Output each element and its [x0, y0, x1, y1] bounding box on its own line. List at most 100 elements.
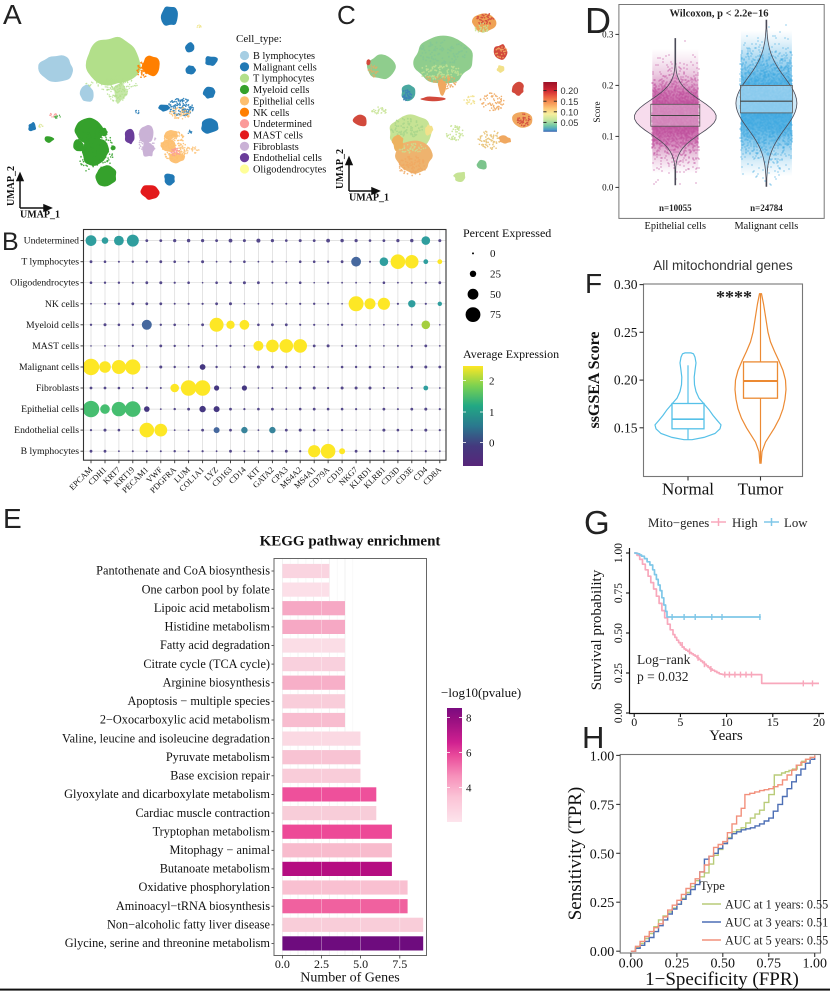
svg-text:Epithelial cells: Epithelial cells — [253, 96, 314, 107]
svg-text:0: 0 — [490, 248, 496, 260]
svg-text:2.5: 2.5 — [314, 957, 329, 971]
svg-text:T lymphocytes: T lymphocytes — [253, 74, 314, 85]
svg-text:G: G — [584, 504, 610, 541]
svg-text:0.25: 0.25 — [614, 325, 638, 340]
svg-text:0.00: 0.00 — [590, 945, 615, 960]
svg-text:Malignant cells: Malignant cells — [735, 221, 799, 232]
svg-text:75: 75 — [490, 309, 502, 321]
svg-text:2−Oxocarboxylic acid metabolis: 2−Oxocarboxylic acid metabolism — [100, 713, 271, 727]
svg-text:15: 15 — [767, 715, 779, 729]
svg-text:T lymphocytes: T lymphocytes — [21, 257, 79, 268]
svg-text:0.00: 0.00 — [619, 957, 644, 972]
svg-text:AUC at 1 years: 0.55: AUC at 1 years: 0.55 — [725, 897, 828, 911]
svg-text:Normal: Normal — [662, 480, 714, 499]
svg-text:0.05: 0.05 — [561, 118, 579, 128]
svg-text:****: **** — [716, 287, 752, 307]
svg-text:0.20: 0.20 — [614, 373, 638, 388]
svg-text:B lymphocytes: B lymphocytes — [21, 446, 80, 457]
svg-text:Glycine, serine and threonine: Glycine, serine and threonine metabolism — [65, 936, 271, 950]
svg-text:Tumor: Tumor — [738, 480, 784, 499]
svg-text:0: 0 — [631, 715, 637, 729]
svg-text:0.20: 0.20 — [561, 86, 579, 96]
svg-text:Wilcoxon, p < 2.2e−16: Wilcoxon, p < 2.2e−16 — [670, 9, 769, 20]
svg-text:NK cells: NK cells — [253, 108, 289, 119]
svg-text:Valine, leucine and isoleucine: Valine, leucine and isoleucine degradati… — [62, 731, 270, 745]
svg-text:KEGG pathway enrichment: KEGG pathway enrichment — [260, 534, 441, 550]
svg-text:UMAP_2: UMAP_2 — [6, 166, 17, 206]
svg-text:Number of Genes: Number of Genes — [300, 971, 400, 986]
svg-text:0.50: 0.50 — [590, 847, 615, 862]
svg-text:Fibroblasts: Fibroblasts — [36, 383, 79, 394]
svg-text:Butanoate metabolism: Butanoate metabolism — [160, 862, 271, 876]
svg-text:Epithelial cells: Epithelial cells — [645, 221, 706, 232]
svg-text:Oxidative phosphorylation: Oxidative phosphorylation — [139, 880, 271, 894]
svg-text:Survival probability: Survival probability — [589, 569, 605, 690]
svg-text:Myeloid cells: Myeloid cells — [26, 320, 79, 331]
svg-text:Low: Low — [784, 516, 808, 530]
svg-text:20: 20 — [813, 715, 825, 729]
svg-text:MAST cells: MAST cells — [32, 341, 79, 352]
svg-text:0.0: 0.0 — [275, 957, 290, 971]
svg-text:Arginine biosynthesis: Arginine biosynthesis — [163, 675, 271, 689]
svg-text:Cardiac muscle contraction: Cardiac muscle contraction — [135, 806, 270, 820]
svg-text:Years: Years — [709, 728, 743, 744]
svg-text:p = 0.032: p = 0.032 — [637, 669, 689, 684]
svg-text:AUC at 3 years: 0.51: AUC at 3 years: 0.51 — [725, 915, 828, 929]
svg-text:Base excision repair: Base excision repair — [170, 769, 270, 783]
svg-text:NK cells: NK cells — [45, 299, 79, 310]
svg-text:0.15: 0.15 — [614, 420, 638, 435]
svg-text:Malignant cells: Malignant cells — [19, 362, 79, 373]
svg-text:Endothelial cells: Endothelial cells — [253, 153, 322, 164]
svg-text:Apoptosis − multiple species: Apoptosis − multiple species — [127, 694, 270, 708]
svg-text:1.00: 1.00 — [802, 957, 827, 972]
svg-text:ssGSEA Score: ssGSEA Score — [586, 331, 603, 428]
svg-text:0.50: 0.50 — [613, 623, 625, 643]
svg-text:1: 1 — [489, 407, 495, 419]
svg-text:Fatty acid degradation: Fatty acid degradation — [160, 638, 270, 652]
svg-text:Endothelial cells: Endothelial cells — [14, 425, 79, 436]
svg-text:C: C — [337, 0, 356, 30]
svg-text:D: D — [585, 0, 611, 41]
svg-text:−log10(pvalue): −log10(pvalue) — [441, 685, 521, 700]
svg-text:n=24784: n=24784 — [750, 203, 783, 213]
svg-text:Log−rank: Log−rank — [637, 652, 691, 667]
svg-text:Lipoic acid metabolism: Lipoic acid metabolism — [154, 601, 271, 615]
svg-text:0: 0 — [489, 437, 495, 449]
svg-text:Pyruvate metabolism: Pyruvate metabolism — [166, 750, 271, 764]
svg-text:Type: Type — [700, 879, 725, 893]
svg-text:E: E — [3, 503, 22, 534]
svg-text:0.0: 0.0 — [602, 182, 614, 192]
svg-text:UMAP_1: UMAP_1 — [20, 210, 60, 221]
svg-text:Undetermined: Undetermined — [253, 119, 313, 130]
svg-text:Mitophagy − animal: Mitophagy − animal — [169, 843, 270, 857]
svg-text:B: B — [2, 228, 19, 256]
svg-text:Non−alcoholic fatty liver dise: Non−alcoholic fatty liver disease — [107, 918, 271, 932]
svg-text:8: 8 — [466, 712, 472, 724]
svg-text:B lymphocytes: B lymphocytes — [253, 51, 315, 62]
svg-text:0.25: 0.25 — [665, 957, 690, 972]
svg-text:Epithelial cells: Epithelial cells — [21, 404, 79, 415]
svg-text:Myeloid cells: Myeloid cells — [253, 85, 309, 96]
svg-text:50: 50 — [490, 289, 502, 301]
svg-text:MAST cells: MAST cells — [253, 130, 303, 141]
svg-text:1.00: 1.00 — [590, 749, 615, 764]
svg-text:High: High — [732, 516, 758, 530]
svg-text:0.1: 0.1 — [602, 131, 613, 141]
svg-text:0.25: 0.25 — [613, 663, 625, 683]
svg-text:0.3: 0.3 — [602, 29, 614, 39]
svg-text:0.2: 0.2 — [602, 80, 613, 90]
svg-text:6: 6 — [466, 747, 472, 759]
svg-text:0.30: 0.30 — [614, 277, 638, 292]
svg-text:Glyoxylate and dicarboxylate m: Glyoxylate and dicarboxylate metabolism — [64, 787, 270, 801]
svg-text:25: 25 — [490, 268, 502, 280]
svg-text:1−Specificity (FPR): 1−Specificity (FPR) — [645, 969, 799, 990]
svg-text:Average Expression: Average Expression — [463, 347, 559, 361]
svg-text:0.75: 0.75 — [590, 798, 615, 813]
svg-text:0.10: 0.10 — [561, 107, 579, 117]
svg-text:Percent Expressed: Percent Expressed — [463, 226, 551, 240]
svg-text:0.75: 0.75 — [757, 957, 782, 972]
svg-text:Undetermined: Undetermined — [24, 236, 80, 247]
svg-text:Tryptophan metabolism: Tryptophan metabolism — [153, 824, 271, 838]
svg-text:0.75: 0.75 — [613, 583, 625, 603]
svg-text:Malignant cells: Malignant cells — [253, 62, 317, 73]
